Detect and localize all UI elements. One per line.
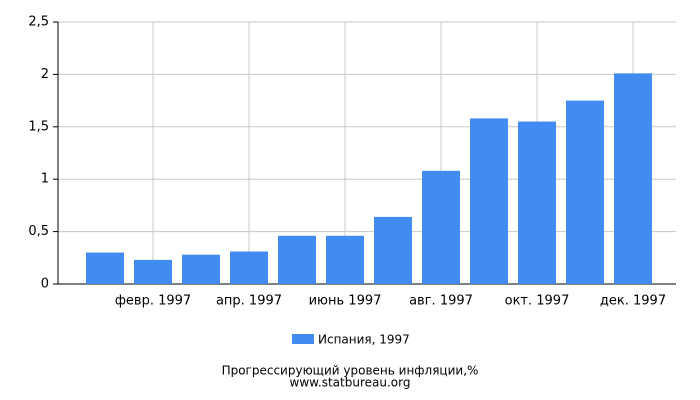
bar (374, 216, 412, 284)
x-tick-label: авг. 1997 (409, 294, 473, 309)
x-tick-label: февр. 1997 (115, 294, 191, 309)
bar (566, 100, 604, 284)
bar (134, 259, 172, 284)
y-tick-label: 2 (41, 67, 49, 82)
y-tick-label: 1 (41, 172, 49, 187)
bar (470, 118, 508, 284)
source: www.statbureau.org (290, 376, 411, 390)
bar (86, 252, 124, 284)
x-tick-label: дек. 1997 (600, 294, 666, 309)
x-tick-label: июнь 1997 (309, 294, 382, 309)
chart-title: Прогрессирующий уровень инфляции,% (222, 364, 479, 378)
bar (278, 235, 316, 284)
x-tick-label: апр. 1997 (216, 294, 282, 309)
bar (182, 254, 220, 284)
bar (614, 73, 652, 285)
y-tick-label: 2,5 (28, 15, 49, 30)
bar (422, 170, 460, 284)
y-tick-label: 1,5 (28, 119, 49, 134)
legend-swatch (292, 334, 314, 344)
x-tick-label: окт. 1997 (505, 294, 570, 309)
bar (326, 235, 364, 284)
bar (518, 121, 556, 284)
y-tick-label: 0 (41, 277, 49, 292)
bar (230, 251, 268, 284)
y-tick-label: 0,5 (28, 224, 49, 239)
legend-label: Испания, 1997 (318, 333, 410, 347)
